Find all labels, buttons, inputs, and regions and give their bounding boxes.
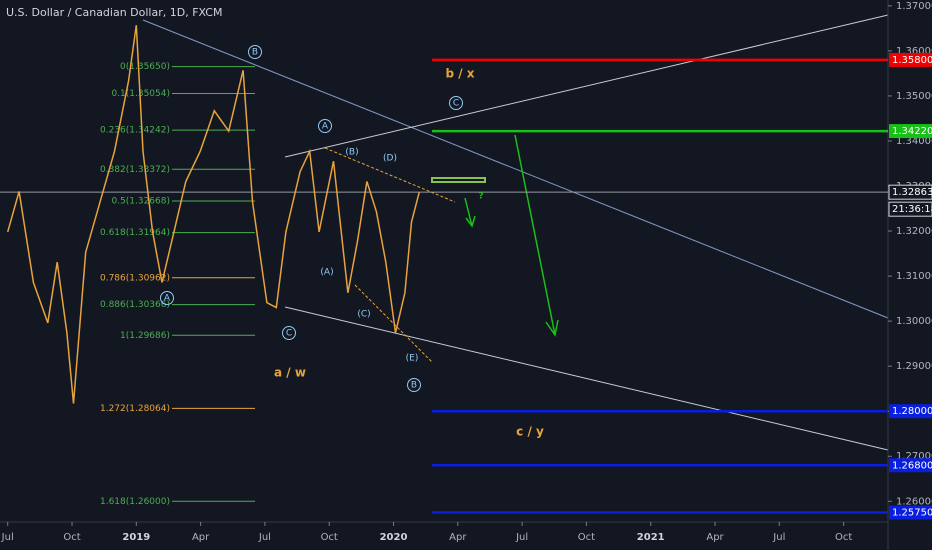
- level-label-box: [889, 458, 932, 473]
- wave-circle: [160, 291, 174, 305]
- x-tick-label: 2019: [122, 532, 150, 543]
- fib-label: 1(1.29686): [120, 331, 170, 341]
- wave-label: b / x: [445, 67, 474, 81]
- arrow-head: [545, 319, 559, 337]
- level-label-box: [889, 52, 932, 67]
- level-label-box: [889, 124, 932, 139]
- fib-label: 1.618(1.26000): [100, 497, 170, 507]
- y-tick-label: 1.27000: [896, 451, 932, 462]
- wave-label: B: [411, 381, 417, 391]
- last-price-box: [888, 184, 932, 200]
- wave-label: (B): [345, 148, 358, 158]
- x-tick-label: Apr: [449, 532, 467, 543]
- trendline: [324, 147, 456, 203]
- x-tick-label: Jul: [258, 532, 271, 543]
- fib-label: 0.5(1.32668): [111, 196, 170, 206]
- arrow: [514, 134, 556, 336]
- x-tick-label: Oct: [321, 532, 338, 543]
- level-label: 1.35800: [892, 55, 932, 66]
- countdown: 21:36:18: [892, 204, 932, 215]
- fib-label: 0.886(1.30366): [100, 300, 170, 310]
- x-tick-label: Jul: [1, 532, 14, 543]
- target-box: [431, 177, 486, 183]
- price-line: [6, 25, 420, 404]
- level-label: 1.28000: [892, 406, 932, 417]
- fib-label: 0.618(1.31964): [100, 228, 170, 238]
- wave-label: C: [286, 329, 292, 339]
- fib-label: 0.236(1.34242): [100, 126, 170, 136]
- x-tick-label: Oct: [578, 532, 595, 543]
- level-label-box: [889, 505, 932, 520]
- wave-circle: [449, 96, 463, 110]
- wave-label: (C): [357, 310, 370, 320]
- y-tick-label: 1.32000: [896, 226, 932, 237]
- x-tick-label: Apr: [192, 532, 210, 543]
- wave-label: ?: [478, 192, 483, 202]
- fib-label: 0.786(1.30962): [100, 273, 170, 283]
- y-tick-label: 1.35000: [896, 91, 932, 102]
- wave-label: c / y: [516, 425, 544, 439]
- wave-label: (E): [406, 354, 419, 364]
- level-label-box: [889, 404, 932, 419]
- x-tick-label: Jul: [772, 532, 785, 543]
- fib-label: 0.1(1.35054): [111, 89, 170, 99]
- level-label: 1.26800: [892, 460, 932, 471]
- y-tick-label: 1.34000: [896, 136, 932, 147]
- wave-label: A: [164, 294, 171, 304]
- wave-label: A: [322, 122, 329, 132]
- x-tick-label: Oct: [63, 532, 80, 543]
- wave-label: C: [453, 99, 459, 109]
- y-tick-label: 1.30000: [896, 316, 932, 327]
- wave-label: (A): [320, 268, 333, 278]
- wave-label: (D): [383, 154, 397, 164]
- trendline: [284, 14, 889, 158]
- x-tick-label: Apr: [706, 532, 724, 543]
- chart-title: U.S. Dollar / Canadian Dollar, 1D, FXCM: [6, 6, 222, 19]
- wave-circle: [318, 119, 332, 133]
- y-tick-label: 1.37000: [896, 1, 932, 12]
- y-tick-label: 1.26000: [896, 496, 932, 507]
- trendline: [284, 306, 889, 451]
- wave-circle: [248, 45, 262, 59]
- countdown-box: [888, 201, 932, 217]
- y-tick-label: 1.31000: [896, 271, 932, 282]
- fib-label: 1.272(1.28064): [100, 404, 170, 414]
- y-tick-label: 1.29000: [896, 361, 932, 372]
- x-tick-label: 2021: [637, 532, 665, 543]
- x-tick-label: Jul: [515, 532, 528, 543]
- wave-circle: [407, 378, 421, 392]
- arrow: [464, 197, 473, 227]
- last-price-label: 1.32863: [892, 187, 932, 198]
- fib-label: 0.382(1.33372): [100, 165, 170, 175]
- arrow-head: [465, 215, 476, 228]
- x-tick-label: Oct: [835, 532, 852, 543]
- trendline: [142, 19, 889, 319]
- drawings: [142, 14, 889, 451]
- y-tick-label: 1.36000: [896, 46, 932, 57]
- wave-label: a / w: [274, 366, 306, 380]
- wave-label: B: [252, 48, 258, 58]
- trendline: [354, 284, 433, 363]
- level-label: 1.34220: [892, 126, 932, 137]
- level-label: 1.25750: [892, 508, 932, 519]
- x-tick-label: 2020: [380, 532, 408, 543]
- fib-label: 0(1.35650): [120, 62, 170, 72]
- wave-circle: [282, 326, 296, 340]
